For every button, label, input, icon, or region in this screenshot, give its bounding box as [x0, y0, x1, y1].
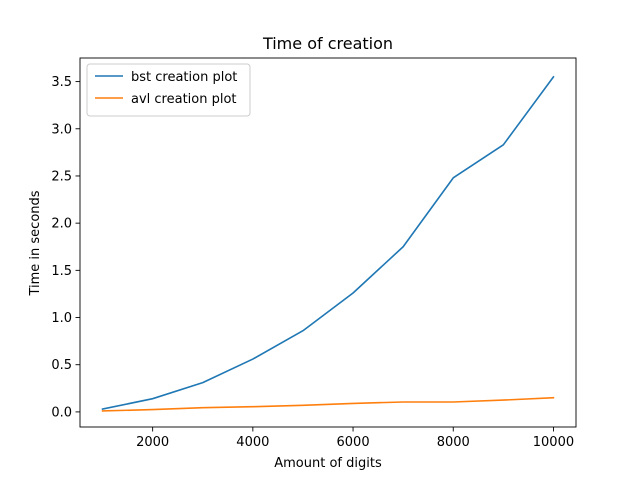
y-tick-label: 0.5: [51, 358, 72, 373]
y-axis-label: Time in seconds: [28, 190, 43, 296]
y-tick-label: 2.5: [51, 169, 72, 184]
x-axis-label: Amount of digits: [274, 456, 382, 471]
y-tick-label: 3.0: [51, 122, 72, 137]
legend-label: bst creation plot: [131, 70, 237, 85]
y-tick-label: 1.5: [51, 264, 72, 279]
legend-label: avl creation plot: [131, 92, 237, 107]
plot-area: 2000 4000 6000 8000 10000 0.0 0.5 1.0 1.5 2.0 2.5 3…: [51, 57, 577, 450]
axes-frame: [79, 57, 577, 428]
chart-title: Time of creation: [262, 34, 393, 53]
y-tick-label: 1.0: [51, 311, 72, 326]
series-line-1: [101, 396, 555, 412]
x-tick-label: 4000: [236, 435, 269, 450]
x-tick-label: 10000: [533, 435, 574, 450]
legend: bst creation plot avl creation plot: [86, 63, 251, 117]
x-tick-label: 6000: [337, 435, 370, 450]
y-tick-label: 0.0: [51, 405, 72, 420]
y-tick-label: 2.0: [51, 217, 72, 232]
series-line-0: [101, 75, 555, 411]
legend-box: [86, 63, 251, 117]
x-tick-label: 2000: [136, 435, 169, 450]
x-tick-label: 8000: [437, 435, 470, 450]
y-tick-label: 3.5: [51, 75, 72, 90]
